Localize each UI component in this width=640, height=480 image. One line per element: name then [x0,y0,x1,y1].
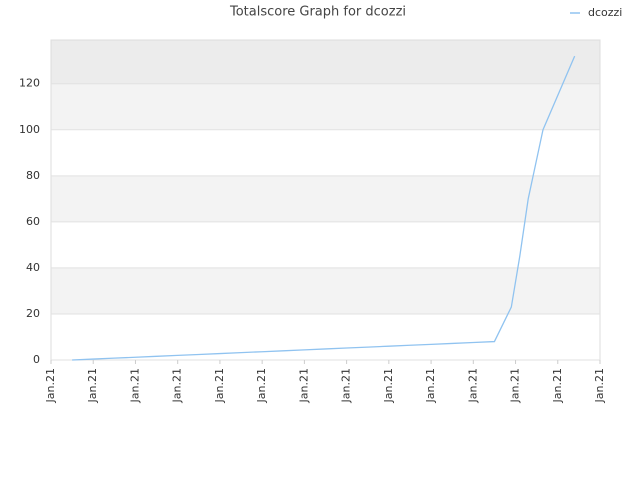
plot-band [51,221,600,268]
y-tick-label: 100 [19,123,40,136]
y-tick-label: 20 [26,307,40,320]
y-tick-label: 60 [26,215,40,228]
x-tick-label: Jan.21 [382,368,395,403]
x-tick-label: Jan.21 [171,368,184,403]
legend-label: dcozzi [588,6,622,19]
x-tick-label: Jan.21 [466,368,479,403]
plot-band [51,40,600,84]
x-tick-label: Jan.21 [551,368,564,403]
x-tick-label: Jan.21 [255,368,268,403]
y-tick-label: 80 [26,169,40,182]
y-tick-label: 120 [19,77,40,90]
x-tick-label: Jan.21 [424,368,437,403]
plot-band [51,83,600,130]
x-tick-label: Jan.21 [297,368,310,403]
x-tick-label: Jan.21 [593,368,606,403]
plot-band [51,175,600,222]
plot-band [51,129,600,176]
series-line [72,55,576,361]
chart-title: Totalscore Graph for dcozzi [229,5,406,20]
x-tick-label: Jan.21 [213,368,226,403]
y-tick-label: 40 [26,261,40,274]
x-tick-label: Jan.21 [44,368,57,403]
x-tick-label: Jan.21 [509,368,522,403]
plot-band [51,313,600,360]
x-tick-label: Jan.21 [128,368,141,403]
x-tick-label: Jan.21 [340,368,353,403]
x-tick-label: Jan.21 [86,368,99,403]
plot-band [51,267,600,314]
y-tick-label: 0 [33,353,40,366]
